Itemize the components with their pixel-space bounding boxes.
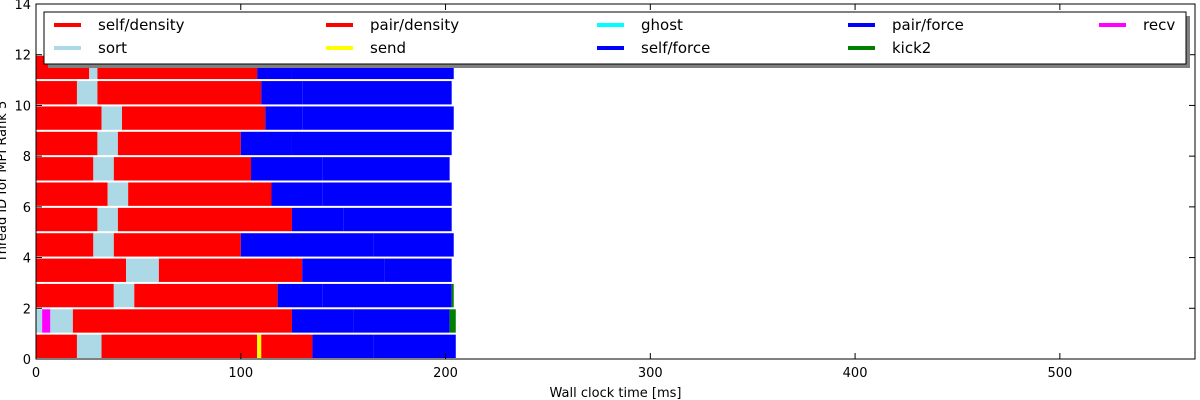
task-bar-thread-9-4	[302, 106, 454, 130]
y-tick-label: 12	[14, 49, 31, 64]
task-bar-thread-8-0	[36, 131, 98, 156]
ticks-layer: 0 100 200 300 400 500 0 2 4 6 8 10 12 14	[14, 0, 1195, 381]
task-bar-thread-5-1	[97, 207, 118, 232]
task-bar-thread-0-2	[101, 334, 258, 358]
y-tick-label: 6	[23, 201, 31, 216]
task-bar-thread-1-2	[50, 309, 73, 333]
task-bar-thread-2-2	[134, 283, 278, 308]
legend-entry-label: pair/density	[370, 16, 459, 34]
legend-entry-label: send	[370, 39, 406, 57]
task-bar-thread-1-0	[36, 309, 43, 333]
task-bar-thread-8-3	[240, 131, 292, 156]
legend-box	[43, 11, 1187, 65]
task-bar-thread-6-4	[322, 182, 452, 206]
task-bar-thread-10-2	[97, 81, 262, 105]
x-tick-label: 500	[1047, 366, 1072, 381]
legend-entry-label: kick2	[892, 39, 931, 57]
task-bar-thread-1-4	[291, 309, 354, 333]
task-bar-thread-5-0	[36, 207, 98, 232]
task-bar-thread-9-0	[36, 106, 102, 130]
task-bar-thread-2-1	[113, 283, 135, 308]
task-bar-thread-4-2	[113, 233, 241, 257]
legend-entry-label: sort	[98, 39, 127, 57]
task-bar-thread-1-5	[353, 309, 450, 333]
task-bar-thread-7-3	[251, 157, 323, 181]
task-bar-thread-3-0	[36, 258, 127, 282]
task-bar-thread-10-3	[261, 81, 303, 105]
task-bar-thread-4-1	[93, 233, 114, 257]
task-bar-thread-8-4	[291, 131, 452, 156]
y-tick-label: 14	[14, 0, 31, 13]
bars-layer	[36, 55, 456, 358]
task-bar-thread-7-4	[322, 157, 450, 181]
x-tick-label: 400	[843, 366, 868, 381]
x-tick-label: 300	[638, 366, 663, 381]
task-bar-thread-4-0	[36, 233, 94, 257]
task-bar-thread-10-0	[36, 81, 77, 105]
task-bar-thread-4-3	[240, 233, 374, 257]
task-bar-thread-2-3	[277, 283, 323, 308]
x-axis-label: Wall clock time [ms]	[550, 386, 682, 400]
task-bar-thread-9-3	[265, 106, 303, 130]
task-bar-thread-0-4	[261, 334, 313, 358]
task-bar-thread-1-6	[449, 309, 456, 333]
task-bar-thread-9-2	[122, 106, 266, 130]
task-bar-thread-0-0	[36, 334, 77, 358]
task-bar-thread-3-3	[302, 258, 385, 282]
legend-entry-label: recv	[1143, 16, 1175, 34]
task-bar-thread-9-1	[101, 106, 123, 130]
task-bar-thread-2-0	[36, 283, 114, 308]
task-bar-thread-0-6	[373, 334, 456, 358]
task-bar-thread-10-1	[76, 81, 98, 105]
x-tick-label: 100	[228, 366, 253, 381]
y-tick-label: 2	[23, 302, 31, 317]
task-bar-thread-8-2	[117, 131, 241, 156]
y-tick-label: 8	[23, 150, 31, 165]
task-bar-thread-2-4	[322, 283, 452, 308]
task-bar-thread-5-2	[117, 207, 292, 232]
legend-entry-label: self/density	[98, 16, 185, 34]
task-bar-thread-1-3	[72, 309, 292, 333]
task-bar-thread-5-3	[291, 207, 344, 232]
task-bar-thread-0-1	[76, 334, 102, 358]
plot-frame	[35, 3, 1196, 360]
x-tick-label: 0	[32, 366, 40, 381]
task-bar-thread-8-1	[97, 131, 118, 156]
task-bar-thread-7-1	[93, 157, 114, 181]
task-bar-thread-0-3	[257, 334, 262, 358]
y-axis-label: Thread ID for MPI Rank 5	[0, 101, 10, 263]
task-bar-thread-1-1	[42, 309, 51, 333]
y-tick-label: 4	[23, 252, 31, 267]
task-bar-thread-6-2	[128, 182, 272, 206]
task-bar-thread-3-2	[158, 258, 303, 282]
legend-entry-label: ghost	[641, 16, 683, 34]
task-bar-thread-6-0	[36, 182, 108, 206]
legend-entry-label: self/force	[641, 39, 710, 57]
task-bar-thread-6-3	[271, 182, 323, 206]
task-bar-thread-10-4	[302, 81, 452, 105]
x-tick-label: 200	[433, 366, 458, 381]
legend: self/density sort pair/density send ghost sel…	[43, 11, 1190, 68]
legend-entry-label: pair/force	[892, 16, 964, 34]
task-bar-thread-3-4	[384, 258, 452, 282]
y-tick-label: 10	[14, 99, 31, 114]
task-bar-thread-5-4	[343, 207, 452, 232]
task-bar-thread-4-4	[373, 233, 454, 257]
task-bar-thread-6-1	[107, 182, 129, 206]
y-tick-label: 0	[23, 353, 31, 368]
task-bar-thread-7-2	[113, 157, 252, 181]
task-bar-thread-7-0	[36, 157, 94, 181]
task-bar-thread-0-5	[312, 334, 374, 358]
task-bar-thread-3-1	[126, 258, 159, 282]
task-bar-thread-2-5	[451, 283, 454, 308]
